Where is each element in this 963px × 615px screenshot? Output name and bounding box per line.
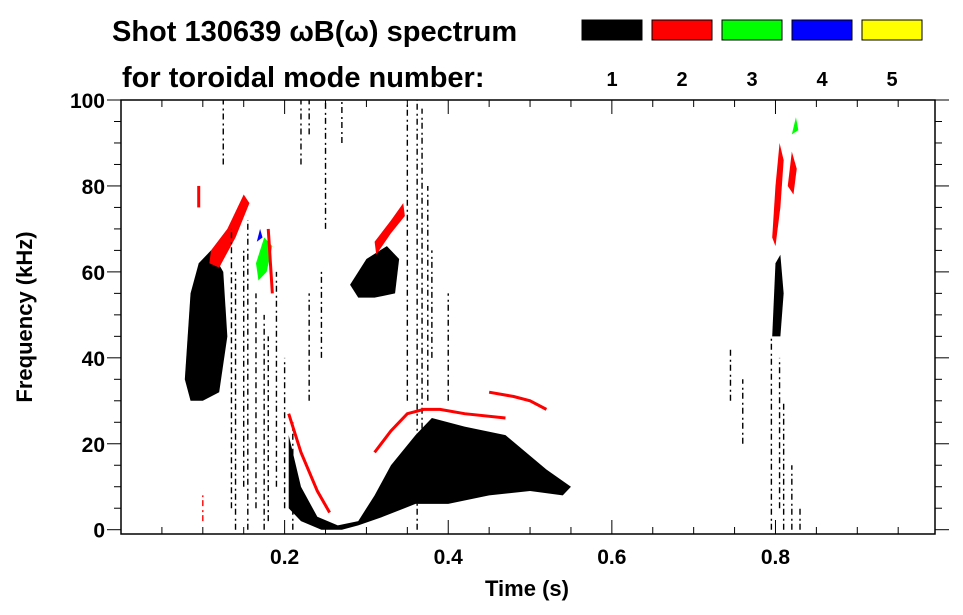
x-tick-label: 0.6 <box>597 546 626 569</box>
y-tick-label: 0 <box>93 520 105 543</box>
legend-swatch-mode-3 <box>721 19 783 41</box>
mode-1-region <box>288 417 571 530</box>
mode-2-chirp <box>287 413 331 514</box>
mode-2-chirp <box>373 407 506 454</box>
mode-2-chirp <box>266 228 274 294</box>
mode-3-region <box>791 117 799 135</box>
legend-swatch-mode-5 <box>861 19 923 41</box>
y-tick-label: 80 <box>82 176 105 199</box>
mode-2-chirp <box>488 390 548 411</box>
mode-2-region <box>374 203 405 255</box>
x-tick-label: 0.4 <box>434 546 464 569</box>
mode-4-region <box>256 228 263 242</box>
axes: 0.2 0.4 0.6 0.8 0 20 40 60 80 100 <box>70 90 949 569</box>
y-tick-label: 20 <box>82 434 105 457</box>
chart-title: Shot 130639 ωB(ω) spectrum <box>112 16 517 48</box>
y-tick-label: 60 <box>82 262 105 285</box>
mode-1-region <box>772 254 784 337</box>
x-tick-label: 0.8 <box>761 546 791 569</box>
spectrum-marks <box>184 100 801 530</box>
x-tick-label: 0.2 <box>270 546 299 569</box>
mode-2-region <box>209 194 250 268</box>
legend-swatch-mode-1 <box>581 19 643 41</box>
legend-label-mode-1: 1 <box>606 69 617 91</box>
y-tick-label: 40 <box>82 348 105 371</box>
mode-1-region <box>350 246 400 298</box>
x-axis-label: Time (s) <box>485 576 569 601</box>
legend-label-mode-3: 3 <box>746 69 757 91</box>
mode-2-region <box>787 151 797 195</box>
legend-label-mode-2: 2 <box>676 69 687 91</box>
legend-title: for toroidal mode number: <box>122 62 485 94</box>
legend-swatch-mode-2 <box>651 19 713 41</box>
y-axis-label: Frequency (kHz) <box>12 231 37 402</box>
legend-swatch-mode-4 <box>791 19 853 41</box>
plot-frame <box>120 99 936 535</box>
legend-label-mode-5: 5 <box>886 69 897 91</box>
mode-2-region <box>772 142 784 247</box>
legend: 1 2 3 4 5 <box>581 19 923 91</box>
legend-label-mode-4: 4 <box>816 69 828 91</box>
y-tick-label: 100 <box>70 90 105 113</box>
mode-1-region <box>184 250 228 401</box>
